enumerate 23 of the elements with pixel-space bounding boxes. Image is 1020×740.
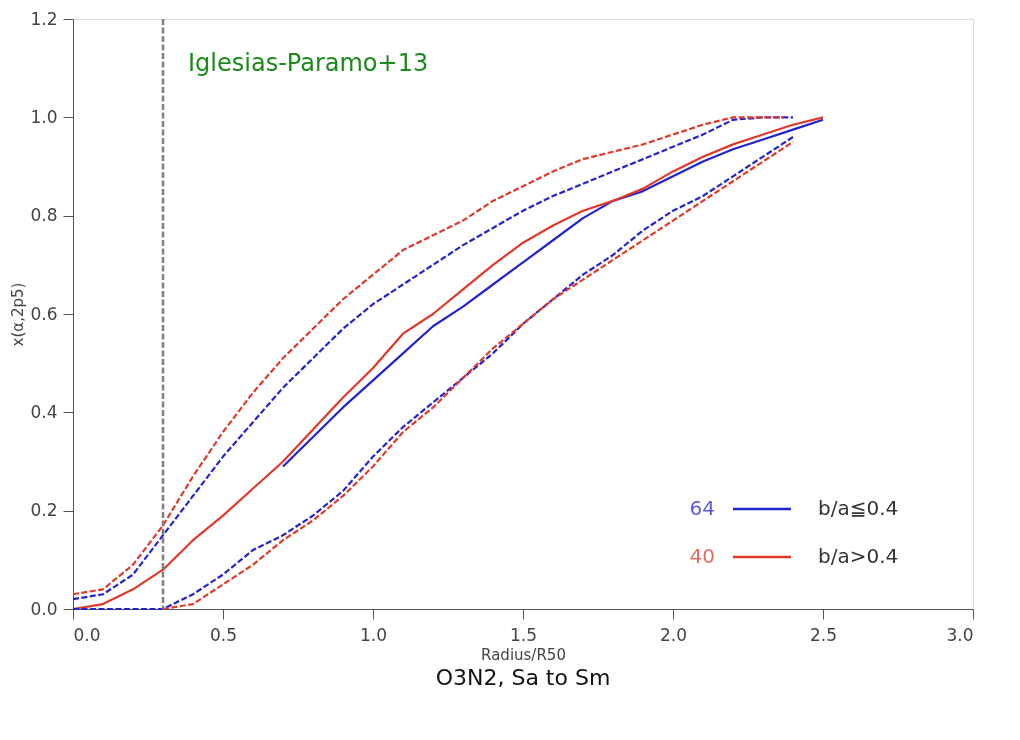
y-axis-title: x(α,2p5): [9, 282, 28, 347]
x-tick-label: 1.5: [509, 624, 538, 645]
text: 0.0: [73, 624, 101, 645]
x-tick-label: 2.5: [809, 624, 838, 645]
line-series: [281, 118, 825, 468]
legend-label: b/a≦0.4: [818, 496, 899, 520]
legend-label: b/a>0.4: [818, 544, 899, 568]
y-tick-label: 0.8: [30, 205, 58, 226]
x-axis-title: Radius/R50: [481, 645, 566, 664]
text: 1.0: [359, 624, 388, 645]
text: 2.0: [659, 624, 688, 645]
text: O3N2, Sa to Sm: [435, 665, 611, 690]
y-tick-label: 0.4: [30, 401, 58, 422]
text: 3.0: [946, 624, 974, 645]
annotation: 40: [689, 544, 715, 568]
text: 1.0: [30, 106, 58, 127]
y-tick-label: 0.2: [30, 500, 58, 521]
y-tick-label: 0.6: [30, 303, 58, 324]
y-tick-label: 1.2: [30, 8, 58, 29]
text: 0.0: [30, 598, 58, 619]
x-tick-label: 0.5: [209, 624, 238, 645]
annotation: 64: [689, 496, 715, 520]
ref-line-label: Iglesias-Paramo+13: [188, 49, 429, 77]
